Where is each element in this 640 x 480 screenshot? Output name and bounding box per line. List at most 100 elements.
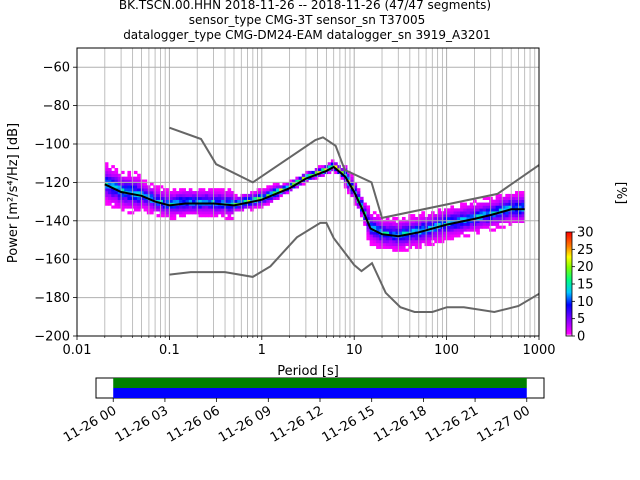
heatmap-cell <box>469 222 474 226</box>
heatmap-cell <box>321 168 325 172</box>
heatmap-cell <box>208 196 212 200</box>
heatmap-cell <box>272 185 277 189</box>
heatmap-cell <box>169 202 174 206</box>
heatmap-cell <box>427 242 432 247</box>
heatmap-cell <box>447 208 451 212</box>
heatmap-cell <box>104 179 109 183</box>
heatmap-cell <box>114 173 119 177</box>
heatmap-cell <box>482 205 487 209</box>
heatmap-cell <box>221 191 225 195</box>
heatmap-cell <box>502 214 506 218</box>
heatmap-cell <box>443 231 448 235</box>
heatmap-cell <box>485 202 490 206</box>
heatmap-cell <box>392 219 396 224</box>
heatmap-cell <box>437 234 442 238</box>
heatmap-cell <box>437 240 442 244</box>
heatmap-cell <box>447 219 451 224</box>
heatmap-cell <box>482 225 487 229</box>
heatmap-cell <box>201 208 206 212</box>
heatmap-cell <box>111 185 115 189</box>
heatmap-cell <box>511 219 516 224</box>
plot-frame <box>76 47 540 337</box>
heatmap-cell <box>227 199 232 203</box>
heatmap-cell <box>114 179 119 183</box>
heatmap-cell <box>217 199 222 203</box>
timeline-tick-label: 11-26 09 <box>216 403 274 445</box>
heatmap-cell <box>518 199 522 203</box>
heatmap-cell <box>182 196 186 200</box>
heatmap-cell <box>443 237 448 241</box>
heatmap-cell <box>515 216 519 221</box>
heatmap-cell <box>204 208 209 212</box>
heatmap-cell <box>401 240 406 244</box>
heatmap-cell <box>124 179 128 183</box>
title-line-3: datalogger_type CMG-DM24-EAM datalogger_… <box>123 28 491 42</box>
heatmap-cell <box>511 199 516 203</box>
heatmap-cell <box>421 240 425 244</box>
heatmap-cell <box>414 242 419 247</box>
heatmap-cell <box>385 242 390 247</box>
heatmap-cell <box>450 214 455 218</box>
heatmap-cell <box>311 176 316 180</box>
heatmap-cell <box>515 219 519 224</box>
heatmap-cell <box>382 225 387 229</box>
heatmap-cell <box>502 211 506 215</box>
heatmap-cell <box>127 188 132 192</box>
heatmap-cell <box>201 199 206 203</box>
heatmap-cell <box>502 199 506 203</box>
heatmap-cell <box>253 193 258 198</box>
heatmap-cell <box>201 191 206 195</box>
heatmap-cell <box>162 196 167 200</box>
heatmap-cell <box>411 240 416 244</box>
heatmap-cell <box>282 191 287 195</box>
heatmap-cell <box>450 211 455 215</box>
heatmap-cell <box>256 188 261 192</box>
heatmap-cell <box>240 199 245 203</box>
heatmap-cell <box>124 205 128 209</box>
heatmap-cell <box>511 193 516 198</box>
timeline-tick-label: 11-26 15 <box>320 403 378 445</box>
heatmap-cell <box>395 240 400 244</box>
heatmap-cell <box>198 191 203 195</box>
heatmap-cell <box>120 202 125 206</box>
heatmap-cell <box>414 216 419 221</box>
heatmap-cell <box>246 193 251 198</box>
heatmap-cell <box>201 211 206 215</box>
heatmap-cell <box>434 222 438 226</box>
heatmap-cell <box>485 216 490 221</box>
heatmap-cell <box>179 191 183 195</box>
heatmap-cell <box>505 216 509 221</box>
heatmap-cell <box>389 237 393 241</box>
heatmap-cell <box>350 176 354 180</box>
heatmap-cell <box>204 191 209 195</box>
heatmap-cell <box>234 196 238 200</box>
heatmap-cell <box>133 199 138 203</box>
heatmap-cell <box>495 208 500 212</box>
heatmap-cell <box>398 240 403 244</box>
heatmap-cell <box>515 199 519 203</box>
heatmap-cell <box>450 225 455 229</box>
heatmap-cell <box>379 237 383 241</box>
heatmap-cell <box>269 185 274 189</box>
heatmap-cell <box>401 222 406 226</box>
heatmap-cell <box>182 193 186 198</box>
heatmap-cell <box>272 191 277 195</box>
heatmap-cell <box>250 205 254 209</box>
heatmap-cell <box>111 188 115 192</box>
heatmap-cell <box>169 196 174 200</box>
heatmap-cell <box>382 231 387 235</box>
heatmap-cell <box>405 242 409 247</box>
heatmap-cell <box>485 219 490 224</box>
heatmap-cell <box>363 205 367 209</box>
heatmap-cell <box>515 214 519 218</box>
heatmap-cell <box>127 196 132 200</box>
heatmap-cell <box>447 231 451 235</box>
heatmap-cell <box>447 216 451 221</box>
heatmap-cell <box>356 202 361 206</box>
heatmap-cell <box>515 211 519 215</box>
heatmap-cell <box>511 214 516 218</box>
heatmap-cell <box>401 248 406 252</box>
heatmap-cell <box>434 234 438 238</box>
heatmap-cell <box>133 191 138 195</box>
